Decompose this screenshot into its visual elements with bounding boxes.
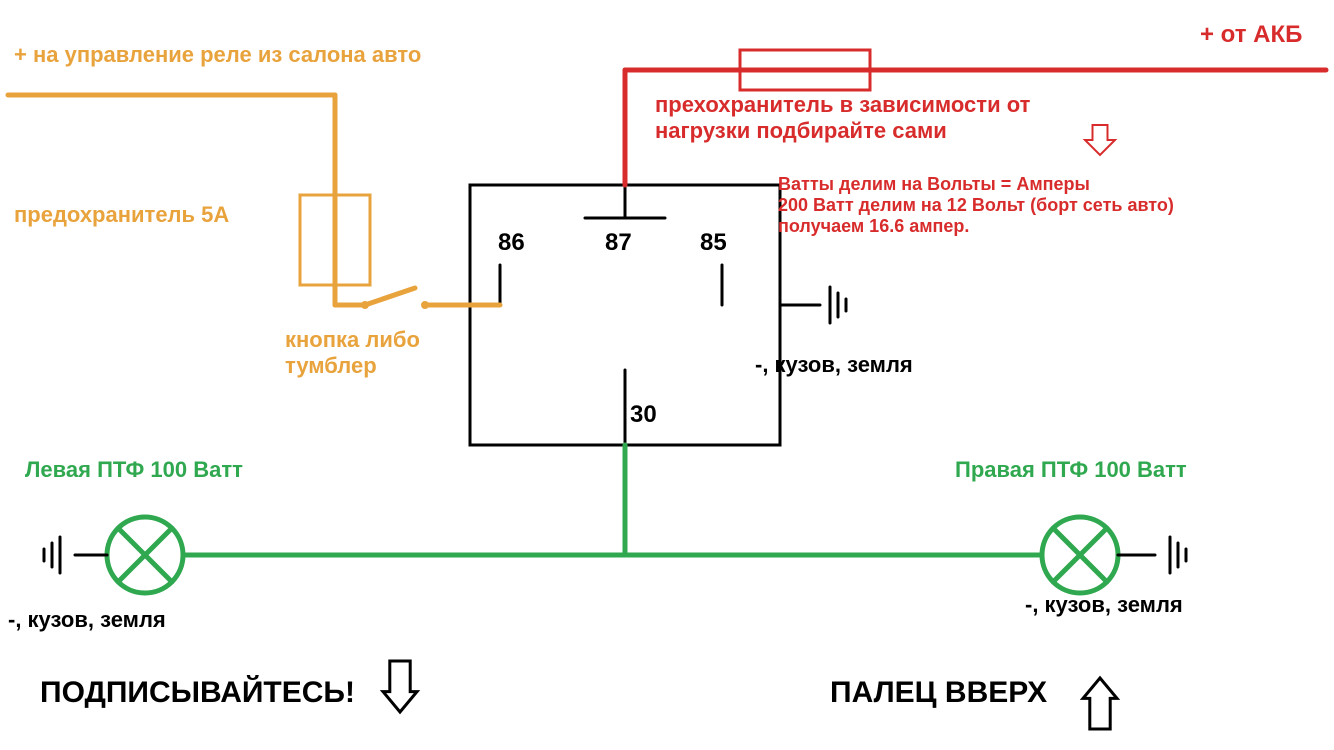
pin86-label: 86 xyxy=(498,229,525,257)
pin87-label: 87 xyxy=(605,229,632,257)
red-fuse-label: прехохранитель в зависимости от нагрузки… xyxy=(655,92,1030,144)
fuse5a-label: предохранитель 5А xyxy=(14,202,229,228)
subscribe-label: ПОДПИСЫВАЙТЕСЬ! xyxy=(40,676,355,710)
akb-plus-label: + от АКБ xyxy=(1200,21,1302,49)
left-ptf-label: Левая ПТФ 100 Ватт xyxy=(25,457,243,483)
ground85-label: -, кузов, земля xyxy=(755,352,913,378)
left-ground-label: -, кузов, земля xyxy=(8,607,166,633)
right-ptf-label: Правая ПТФ 100 Ватт xyxy=(955,457,1187,483)
red-calc-label: Ватты делим на Вольты = Амперы 200 Ватт … xyxy=(778,174,1174,237)
control-plus-label: + на управление реле из салона авто xyxy=(14,42,421,68)
switch-label: кнопка либо тумблер xyxy=(285,327,420,379)
pin85-label: 85 xyxy=(700,229,727,257)
pin30-label: 30 xyxy=(630,401,657,429)
right-ground-label: -, кузов, земля xyxy=(1025,592,1183,618)
thumbs-label: ПАЛЕЦ ВВЕРХ xyxy=(830,676,1047,710)
